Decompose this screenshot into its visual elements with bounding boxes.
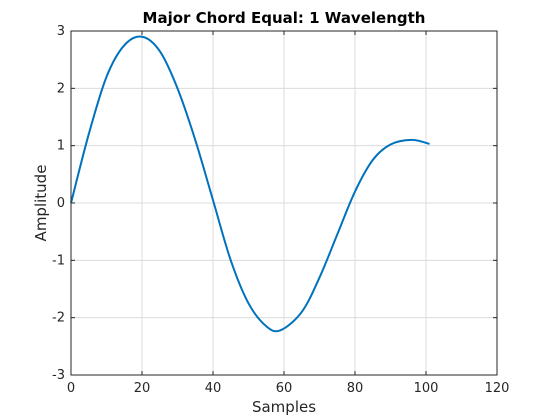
y-tick-label: 1 (57, 139, 65, 154)
x-tick-label: 80 (347, 381, 364, 396)
series-lines (70, 35, 430, 333)
y-tick-label: -1 (52, 253, 65, 268)
x-tick-label: 20 (134, 381, 151, 396)
y-axis-label: Amplitude (32, 165, 50, 242)
y-tick-label: 0 (57, 196, 65, 211)
x-axis-label: Samples (252, 398, 316, 416)
x-tick-label: 120 (485, 381, 510, 396)
y-tick-label: -3 (52, 368, 65, 383)
axis-ticks: 0 20 40 60 80 100 120 -3 -2 -1 0 1 2 3 (52, 24, 509, 396)
x-tick-label: 40 (205, 381, 222, 396)
plot-frame (70, 30, 498, 376)
series-line (70, 35, 430, 333)
x-tick-label: 60 (276, 381, 293, 396)
chart-title: Major Chord Equal: 1 Wavelength (143, 9, 426, 27)
y-tick-label: 2 (57, 81, 65, 96)
x-tick-label: 100 (414, 381, 439, 396)
y-tick-label: -2 (52, 311, 65, 326)
y-tick-label: 3 (57, 24, 65, 39)
x-tick-label: 0 (67, 381, 75, 396)
